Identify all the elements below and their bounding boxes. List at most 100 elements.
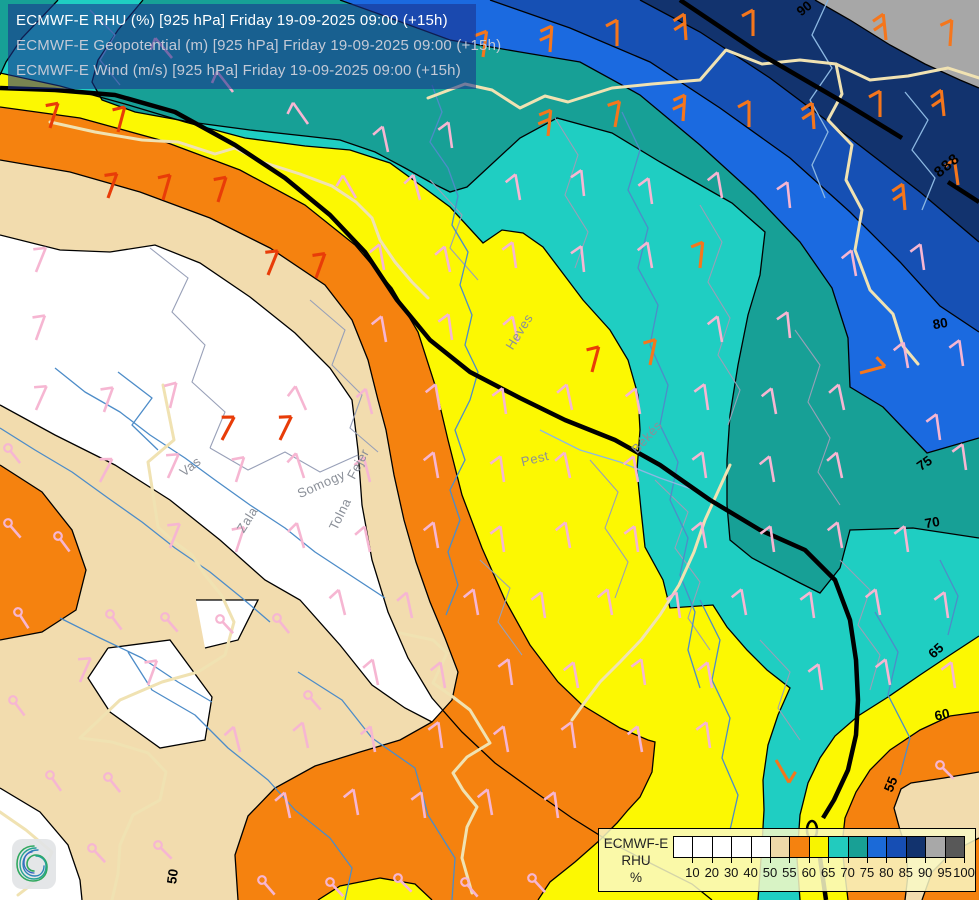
wind-barb-icon-45: [570, 245, 586, 273]
barb-stroke: [539, 24, 553, 33]
wind-barb-icon-138: [87, 843, 107, 864]
barb-stroke: [799, 591, 812, 601]
county-border-0: [149, 247, 226, 449]
wind-barb-icon-16: [774, 759, 797, 784]
legend-tick-label-90: 90: [917, 865, 933, 880]
legend-color-cell-14: [944, 836, 965, 858]
barb-stroke: [538, 108, 552, 117]
barb-stroke: [950, 662, 957, 689]
barb-stroke: [372, 125, 384, 136]
barb-stroke: [590, 346, 601, 373]
barb-stroke: [432, 522, 440, 549]
barb-stroke: [873, 21, 886, 32]
barb-stroke: [622, 455, 635, 466]
barb-stroke: [562, 661, 575, 672]
wind-barb-icon-2: [605, 18, 619, 46]
wind-barb-icon-50: [370, 315, 388, 343]
rhu-contour-line-13: [0, 787, 83, 900]
rhu-region-navy: [640, 0, 979, 242]
barb-stroke: [540, 592, 547, 619]
barb-stroke: [533, 880, 547, 894]
barb-stroke: [891, 182, 904, 193]
geopotential-line-0: [0, 85, 861, 820]
calm-circle: [53, 531, 63, 541]
river-14: [539, 429, 701, 493]
wind-barb-icon-99: [13, 607, 30, 629]
barb-stroke: [102, 387, 115, 413]
wind-barb-icon-29: [278, 415, 293, 441]
wind-barb-icon-100: [105, 609, 123, 631]
barb-stroke: [146, 660, 159, 686]
rhu-contour-line-8: [639, 0, 979, 243]
barb-stroke: [100, 386, 114, 391]
wind-barb-icon-62: [355, 387, 374, 415]
wind-barb-icon-121: [562, 661, 580, 689]
wind-barb-icon-55: [892, 341, 910, 369]
barb-stroke: [623, 525, 636, 535]
calm-circle: [3, 518, 13, 528]
barb-stroke: [9, 525, 22, 539]
wind-barb-icon-37: [504, 173, 522, 201]
wind-barb-icon-47: [840, 249, 858, 277]
county-border-2: [309, 299, 379, 453]
wind-barb-icon-137: [935, 760, 955, 780]
barb-stroke: [850, 250, 858, 277]
wind-barb-icon-68: [760, 387, 778, 415]
barb-stroke: [703, 384, 710, 411]
barb-stroke: [730, 588, 743, 599]
wind-barb-icon-132: [427, 721, 444, 749]
wind-barb-icon-143: [476, 788, 494, 816]
wind-barb-icon-98: [893, 525, 910, 553]
barb-stroke: [943, 158, 956, 168]
title-geopotential-line: ECMWF-E Geopotential (m) [925 hPa] Frida…: [16, 37, 502, 54]
wind-barb-icon-36: [403, 173, 422, 201]
barb-stroke: [665, 591, 678, 601]
rhu-contour-line-14: [196, 599, 260, 649]
legend-tick-label-10: 10: [685, 865, 700, 880]
map-title-block: ECMWF-E RHU (%) [925 hPa] Friday 19-09-2…: [8, 4, 502, 89]
wind-barb-icon-27: [312, 252, 327, 279]
legend-title-model: ECMWF-E: [603, 836, 669, 851]
barb-stroke: [432, 452, 440, 479]
barb-stroke: [817, 664, 824, 691]
river-13: [939, 559, 959, 636]
wind-barb-icon-58: [33, 384, 48, 411]
wind-barb-icon-61: [286, 385, 308, 411]
barb-stroke: [157, 173, 171, 180]
wind-barb-icon-15: [891, 182, 907, 211]
barb-stroke: [424, 383, 437, 394]
legend-tick-mark: [944, 858, 946, 863]
barb-stroke: [353, 455, 365, 467]
barb-stroke: [109, 779, 122, 793]
wind-barb-icon-107: [530, 591, 547, 619]
barb-stroke: [632, 456, 640, 483]
legend-tick-mark: [750, 858, 752, 863]
barb-stroke: [278, 620, 291, 634]
wind-barb-icon-83: [826, 451, 844, 479]
wind-barb-icon-69: [828, 383, 846, 411]
barb-stroke: [835, 452, 844, 479]
barb-stroke: [801, 110, 814, 121]
barb-stroke: [221, 415, 235, 419]
wind-barb-icon-38: [570, 169, 586, 197]
rhu-contour-line-1: [0, 159, 459, 900]
wind-barb-icon-52: [502, 315, 520, 343]
legend-tick-label-80: 80: [879, 865, 894, 880]
wind-barb-icon-51: [437, 313, 454, 341]
barb-stroke: [274, 791, 286, 802]
barb-stroke: [168, 523, 181, 549]
rhu-contour-line-10: [0, 404, 433, 723]
barb-stroke: [266, 250, 280, 276]
barb-stroke: [104, 172, 118, 177]
wind-barb-icon-79: [554, 451, 572, 479]
legend-title-param: RHU: [621, 853, 651, 868]
rhu-contour-line-11: [0, 464, 87, 641]
rhu-contour-line-12: [87, 639, 213, 749]
legend-tick-label-100: 100: [953, 865, 975, 880]
wind-barb-icon-145: [257, 875, 276, 896]
barb-stroke: [312, 252, 326, 257]
rhu-contour-label-55: 55: [881, 774, 901, 794]
barb-stroke: [596, 588, 609, 599]
legend-tick-label-40: 40: [743, 865, 758, 880]
